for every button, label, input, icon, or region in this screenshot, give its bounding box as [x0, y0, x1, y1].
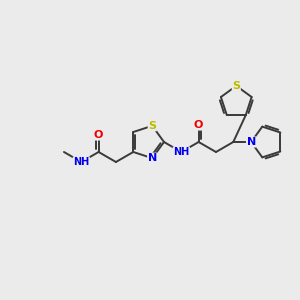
Text: S: S	[232, 81, 240, 91]
Text: O: O	[194, 120, 203, 130]
Text: NH: NH	[173, 147, 189, 157]
Text: N: N	[148, 153, 157, 163]
Text: S: S	[148, 121, 156, 131]
Text: O: O	[94, 130, 103, 140]
Text: NH: NH	[73, 157, 89, 167]
Text: N: N	[247, 137, 256, 147]
